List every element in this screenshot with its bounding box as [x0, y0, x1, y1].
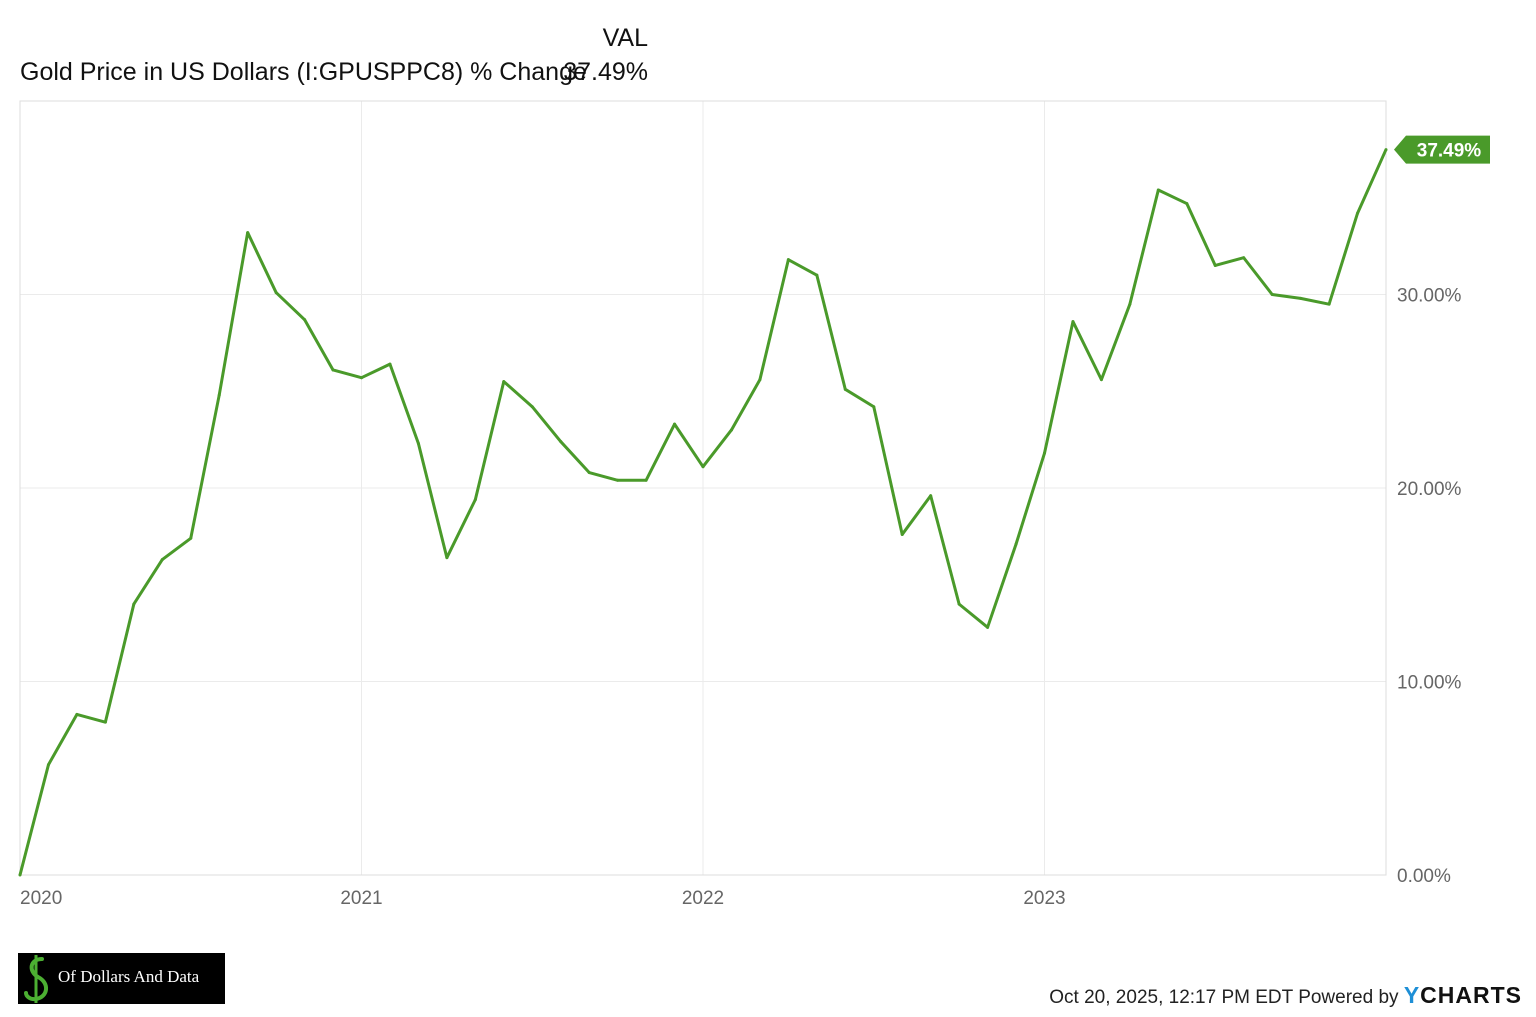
data-point: [1242, 256, 1246, 260]
x-axis: 2020 2021 2022 2023: [20, 888, 1066, 909]
data-point: [75, 712, 79, 716]
x-tick-label: 2021: [340, 888, 382, 909]
data-point: [530, 405, 534, 409]
y-tick-label: 0.00%: [1397, 866, 1451, 887]
y-tick-label: 10.00%: [1397, 673, 1462, 694]
data-point: [929, 494, 933, 498]
data-point: [103, 720, 107, 724]
data-point: [701, 465, 705, 469]
data-point: [416, 441, 420, 445]
of-dollars-and-data-logo: Of Dollars And Data: [18, 953, 225, 1004]
dollar-sign-logo-icon: [24, 955, 48, 1003]
logo-text: Of Dollars And Data: [58, 967, 200, 986]
x-tick-label: 2020: [20, 888, 62, 909]
data-point: [559, 440, 563, 444]
data-point: [1071, 320, 1075, 324]
data-point: [189, 536, 193, 540]
data-point: [758, 378, 762, 382]
data-point: [160, 558, 164, 562]
data-point: [132, 602, 136, 606]
x-tick-label: 2022: [682, 888, 724, 909]
data-point: [1213, 263, 1217, 267]
data-point: [46, 763, 50, 767]
data-point: [986, 625, 990, 629]
data-point: [360, 376, 363, 380]
footer-powered-by: Powered by: [1298, 987, 1399, 1008]
plot-frame: [19, 100, 1387, 876]
data-point: [18, 873, 22, 877]
data-point: [1043, 451, 1046, 455]
data-point: [1356, 211, 1360, 215]
data-point: [331, 368, 335, 372]
data-point: [246, 231, 250, 235]
end-label-text: 37.49%: [1417, 141, 1482, 162]
data-point: [1128, 302, 1132, 306]
data-point: [1099, 378, 1103, 382]
data-point: [900, 532, 904, 536]
legend-series-name: Gold Price in US Dollars (I:GPUSPPC8) % …: [20, 58, 587, 86]
data-point: [473, 498, 477, 502]
data-point: [502, 380, 506, 384]
data-point: [1270, 293, 1274, 296]
legend-column-header: VAL: [602, 24, 648, 52]
data-point: [303, 318, 307, 322]
series-group: [18, 148, 1388, 877]
chart-grid: [20, 101, 1386, 876]
footer-timestamp: Oct 20, 2025, 12:17 PM EDT: [1049, 987, 1293, 1008]
data-point: [957, 602, 961, 606]
data-point: [388, 362, 392, 366]
ycharts-brand-y: Y: [1403, 982, 1421, 1008]
x-tick-label: 2023: [1023, 888, 1065, 909]
data-point: [1327, 302, 1331, 306]
data-point: [1384, 148, 1388, 152]
data-point: [815, 273, 819, 277]
data-point: [1299, 296, 1303, 300]
y-tick-label: 30.00%: [1397, 286, 1462, 307]
data-point: [1185, 202, 1189, 206]
data-point: [729, 428, 733, 432]
series-end-label: 37.49%: [1394, 135, 1490, 164]
data-point: [587, 471, 591, 475]
y-tick-label: 20.00%: [1397, 479, 1462, 500]
y-axis: 0.00% 10.00% 20.00% 30.00%: [1397, 286, 1462, 888]
data-point: [217, 393, 221, 397]
data-point: [843, 387, 847, 391]
end-label-tag: [1394, 135, 1490, 164]
ycharts-brand-rest: CHARTS: [1420, 982, 1522, 1008]
data-point: [786, 258, 790, 262]
data-point: [644, 478, 648, 482]
data-point: [274, 291, 278, 295]
footer: Oct 20, 2025, 12:17 PM EDT Powered by YC…: [1049, 982, 1522, 1009]
ycharts-brand: YCHARTS: [1404, 982, 1522, 1008]
data-point: [1014, 542, 1018, 546]
data-point: [872, 405, 876, 409]
data-point: [673, 422, 677, 426]
legend-series-value: 37.49%: [563, 58, 648, 86]
data-point: [445, 556, 449, 560]
data-point: [616, 478, 620, 482]
data-point: [1156, 188, 1160, 192]
